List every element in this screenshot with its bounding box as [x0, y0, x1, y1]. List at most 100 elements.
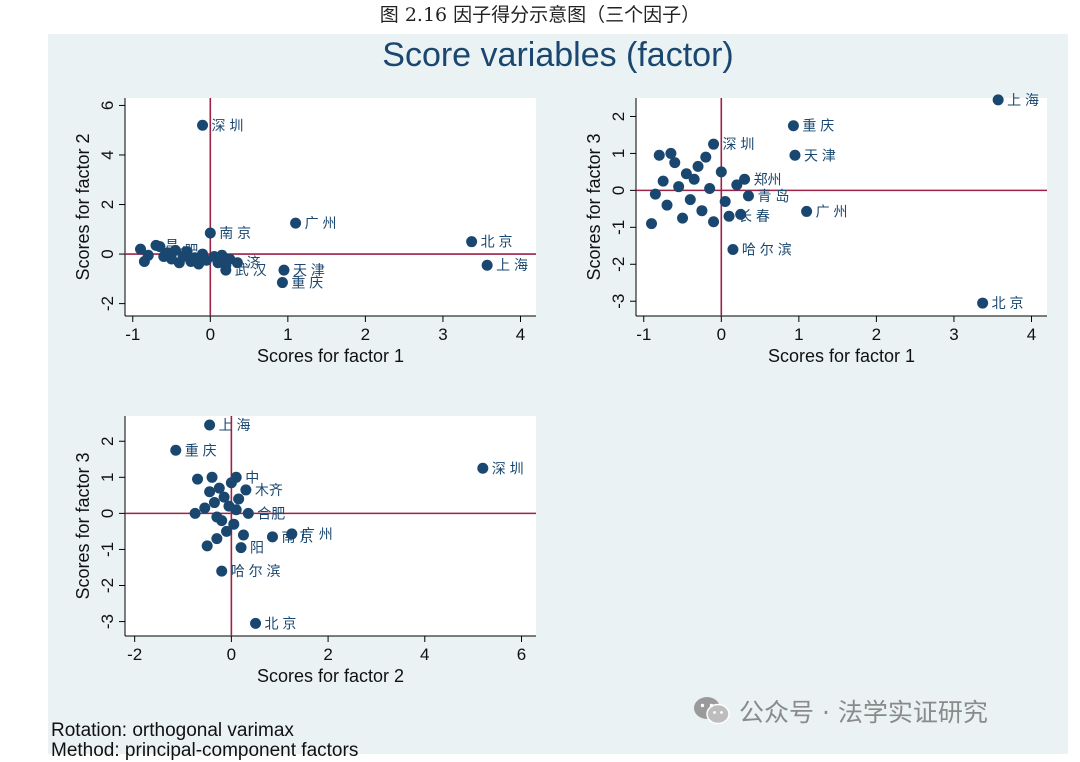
data-point [216, 565, 228, 577]
x-tick-label: 2 [361, 325, 370, 344]
data-point [688, 173, 700, 185]
method-note: Method: principal-component factors [51, 740, 359, 761]
data-point [286, 528, 298, 540]
data-point [723, 210, 735, 222]
data-point [719, 195, 731, 207]
x-tick-label: 1 [794, 325, 803, 344]
data-point [213, 482, 225, 494]
graph-panel: Score variables (factor) -1 0 1 2 3 4 -2 0 2 4 6 Sc… [48, 34, 1068, 761]
y-tick-label: -3 [98, 614, 117, 629]
x-axis-title: Scores for factor 2 [257, 666, 404, 686]
scatter-factor2-vs-factor3: -2 0 2 4 6 -3 -2 -1 0 1 2 Scores for factor 2 Scores… [73, 416, 536, 686]
data-point [646, 218, 658, 230]
data-point [242, 507, 254, 519]
y-tick-label: 2 [98, 437, 117, 446]
y-tick-label: 1 [609, 149, 628, 158]
point-label: 阳 [250, 540, 264, 556]
y-tick-label: 4 [98, 150, 117, 159]
point-label: 南 京 [281, 529, 313, 545]
data-point [218, 491, 230, 503]
data-point [787, 120, 799, 132]
point-label: 长 春 [738, 208, 770, 224]
point-label: 深 圳 [723, 136, 755, 152]
data-point [789, 149, 801, 161]
point-label: 北 京 [992, 295, 1024, 311]
point-label: 中 [245, 469, 259, 485]
data-point [649, 188, 661, 200]
y-tick-label: 6 [98, 101, 117, 110]
y-tick-label: -1 [98, 542, 117, 557]
data-point [201, 540, 213, 552]
data-point [199, 502, 211, 514]
data-point [208, 497, 220, 509]
data-point [715, 166, 727, 178]
y-tick-label: -1 [609, 220, 628, 235]
y-tick-label: -2 [98, 296, 117, 311]
data-point [235, 542, 247, 554]
data-point [204, 227, 216, 239]
x-tick-label: 0 [227, 645, 236, 664]
y-tick-label: -2 [98, 578, 117, 593]
x-tick-label: 3 [949, 325, 958, 344]
point-label: 深 圳 [212, 117, 244, 133]
data-point [669, 157, 681, 169]
x-tick-label: 6 [517, 645, 526, 664]
point-label: 南 京 [219, 225, 251, 241]
data-point [276, 277, 288, 289]
x-tick-label: 2 [323, 645, 332, 664]
x-tick-label: 4 [1027, 325, 1036, 344]
x-tick-label: 4 [516, 325, 525, 344]
y-tick-label: -2 [609, 257, 628, 272]
y-tick-label: 2 [609, 112, 628, 121]
point-label: 重 庆 [291, 275, 323, 291]
data-point [228, 518, 240, 530]
watermark-text: 公众号 · 法学实证研究 [739, 698, 988, 727]
data-point [680, 168, 692, 180]
point-label: 深 圳 [492, 460, 524, 476]
data-point [684, 194, 696, 206]
x-axis-title: Scores for factor 1 [257, 346, 404, 366]
data-point [169, 244, 181, 256]
data-point [206, 471, 218, 483]
data-point [192, 473, 204, 485]
data-point [700, 151, 712, 163]
wechat-icon [694, 697, 730, 725]
data-point [739, 173, 751, 185]
point-label: 合肥 [257, 505, 285, 521]
point-label: 北 京 [265, 615, 297, 631]
data-point [477, 462, 489, 474]
x-tick-label: 2 [872, 325, 881, 344]
data-point [221, 525, 233, 537]
data-point [977, 297, 989, 309]
y-tick-label: 2 [98, 200, 117, 209]
data-point [661, 199, 673, 211]
data-point [665, 147, 677, 159]
data-point [708, 216, 720, 228]
figure-caption: 图 2.16 因子得分示意图（三个因子） [379, 4, 701, 26]
x-tick-label: 3 [438, 325, 447, 344]
data-point [278, 264, 290, 276]
y-axis-title: Scores for factor 3 [584, 133, 604, 280]
y-tick-label: 0 [98, 249, 117, 258]
y-tick-label: -3 [609, 294, 628, 309]
graph-title: Score variables (factor) [382, 36, 734, 74]
y-tick-label: 0 [98, 509, 117, 518]
data-point [653, 149, 665, 161]
data-point [992, 94, 1004, 106]
point-label: 上 海 [219, 417, 251, 433]
data-point [657, 175, 669, 187]
data-point [673, 181, 685, 193]
data-point [742, 190, 754, 202]
data-point [290, 217, 302, 229]
point-label: 上 海 [1007, 92, 1039, 108]
data-point [266, 531, 278, 543]
x-tick-label: 0 [717, 325, 726, 344]
data-point [181, 246, 193, 258]
data-point [230, 504, 242, 516]
data-point [135, 243, 147, 255]
point-label: 北 京 [481, 234, 513, 250]
watermark: 公众号 · 法学实证研究 [693, 693, 988, 729]
x-tick-label: 1 [283, 325, 292, 344]
data-point [204, 419, 216, 431]
data-point [481, 259, 493, 271]
